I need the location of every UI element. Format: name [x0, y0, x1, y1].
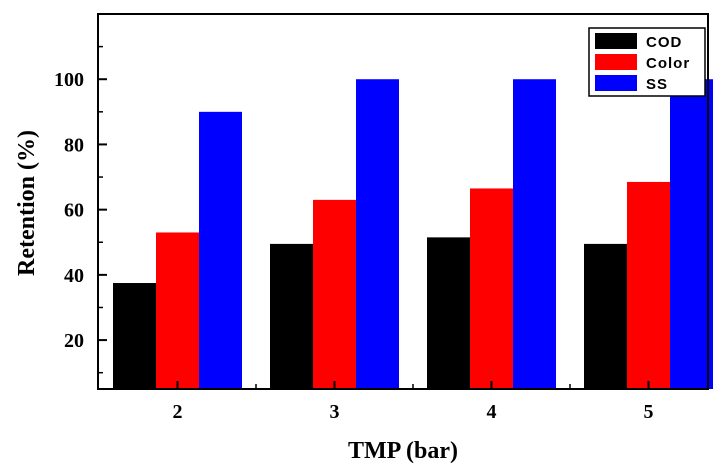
x-axis-title: TMP (bar): [348, 438, 458, 464]
bar-ss-5: [670, 79, 713, 389]
x-tick-label-5: 5: [644, 401, 654, 423]
bar-color-3: [313, 199, 356, 389]
bar-color-2: [156, 232, 199, 389]
bar-color-4: [470, 188, 513, 389]
legend-label-ss: SS: [646, 76, 668, 93]
y-tick-label-60: 60: [64, 200, 84, 222]
y-axis-title: Retention (%): [14, 130, 40, 276]
plot-frame: [97, 13, 709, 390]
bar-color-5: [627, 181, 670, 389]
bar-cod-5: [584, 243, 627, 389]
y-tick-label-20: 20: [64, 330, 84, 352]
legend-label-cod: COD: [646, 34, 682, 51]
y-tick-label-40: 40: [64, 265, 84, 287]
legend-swatch-color: [595, 54, 637, 70]
y-tick-label-100: 100: [54, 69, 84, 91]
legend-swatch-ss: [595, 75, 637, 91]
legend-swatch-cod: [595, 33, 637, 49]
y-tick-label-80: 80: [64, 134, 84, 156]
x-tick-label-2: 2: [173, 401, 183, 423]
bar-cod-4: [427, 237, 470, 389]
legend-label-color: Color: [646, 55, 690, 72]
ticks-layer: 2 3 4 5 20 40 60 80 100: [54, 45, 654, 423]
x-tick-label-4: 4: [487, 401, 497, 423]
x-tick-label-3: 3: [330, 401, 340, 423]
bar-cod-2: [113, 283, 156, 389]
legend: COD Color SS: [588, 27, 706, 97]
bar-ss-2: [199, 111, 242, 390]
bar-ss-3: [356, 79, 399, 389]
bar-cod-3: [270, 243, 313, 389]
bar-ss-4: [513, 79, 556, 389]
bars-layer: [113, 79, 713, 390]
